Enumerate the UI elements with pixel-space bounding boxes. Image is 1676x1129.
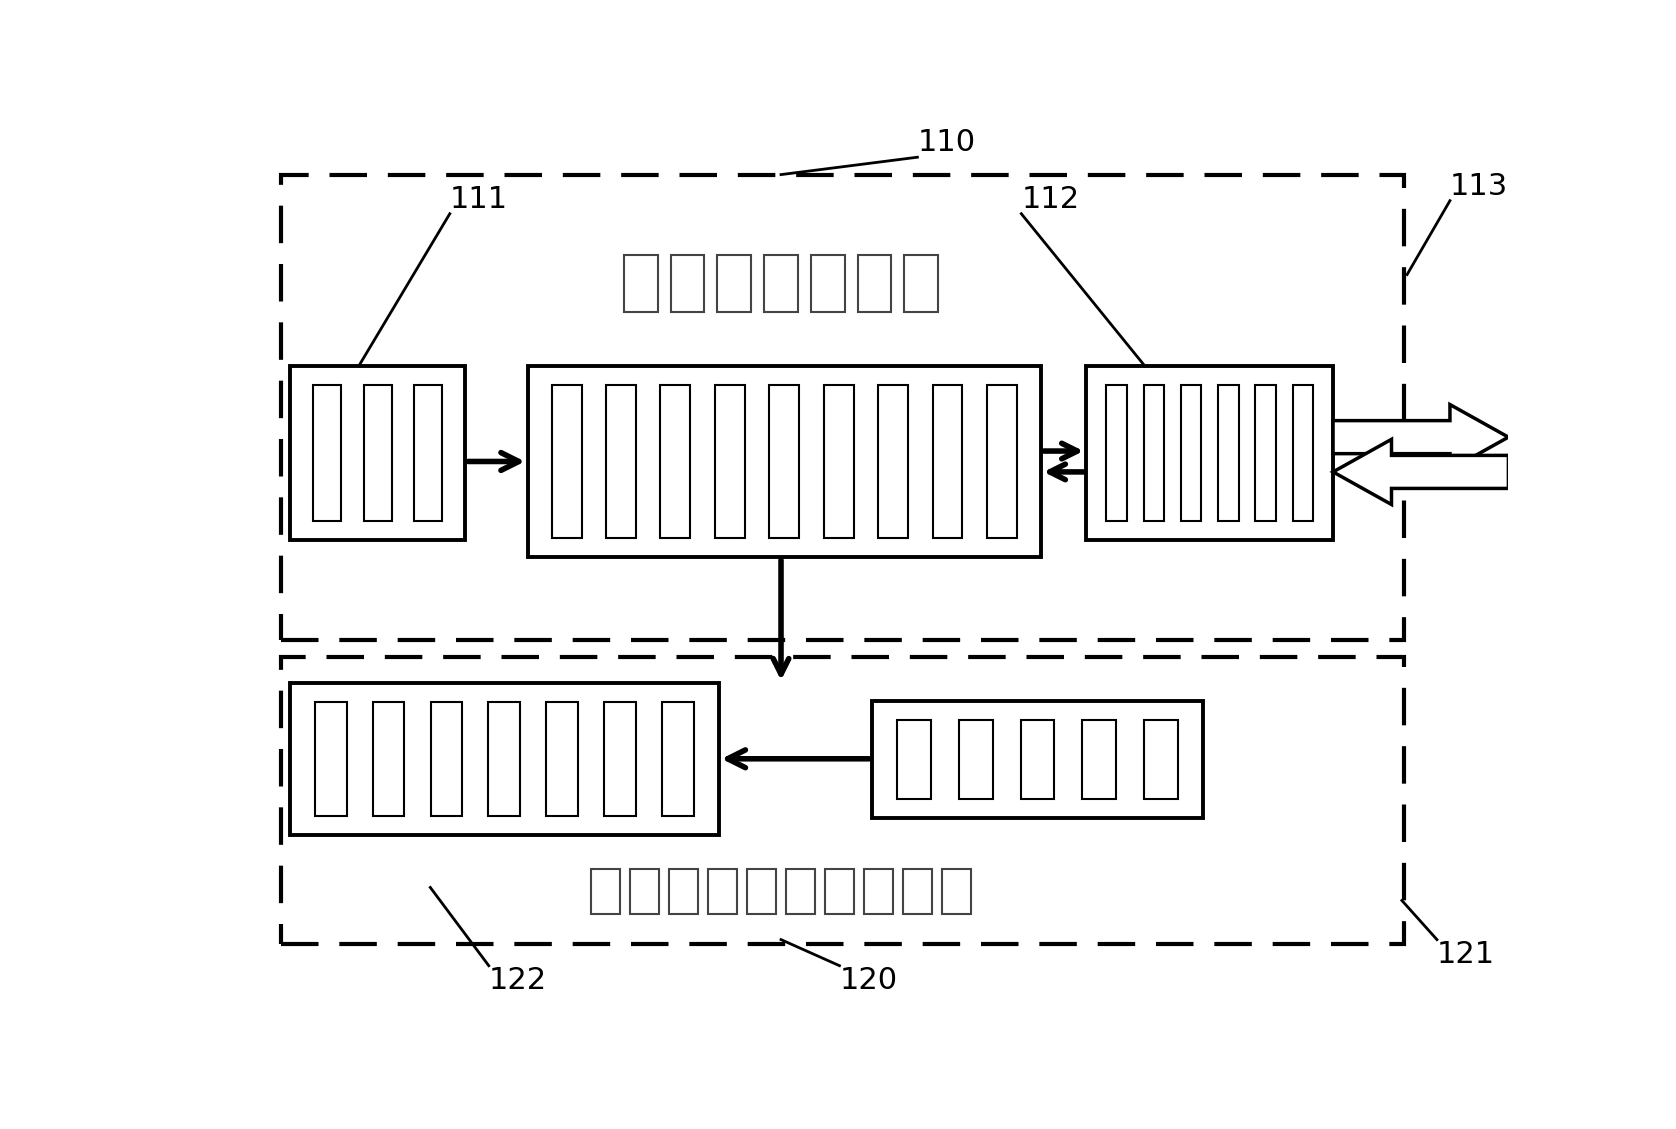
Bar [364, 385, 392, 520]
Bar [942, 869, 970, 914]
Text: 121: 121 [1436, 939, 1495, 969]
Bar [372, 702, 404, 816]
Text: 122: 122 [489, 965, 546, 995]
Bar [607, 385, 635, 539]
Polygon shape [1332, 404, 1508, 470]
Bar [825, 869, 853, 914]
Text: 112: 112 [1021, 185, 1079, 213]
Bar [786, 869, 815, 914]
Bar [865, 869, 893, 914]
Bar [987, 385, 1017, 539]
Bar [1255, 385, 1275, 520]
Bar [605, 702, 637, 816]
Bar [546, 702, 578, 816]
Bar [1021, 719, 1054, 799]
Text: 113: 113 [1450, 172, 1508, 201]
Bar [282, 175, 1404, 640]
Bar [623, 255, 657, 312]
Bar [313, 385, 340, 520]
Bar [660, 385, 691, 539]
Bar [282, 657, 1404, 944]
Bar [528, 366, 1041, 557]
Bar [1143, 385, 1165, 520]
Bar [903, 869, 932, 914]
Bar [1106, 385, 1126, 520]
Bar [716, 385, 744, 539]
Bar [290, 683, 719, 835]
Bar [823, 385, 853, 539]
Bar [1182, 385, 1202, 520]
Bar [414, 385, 442, 520]
Bar [709, 869, 737, 914]
Bar [872, 700, 1203, 817]
Bar [717, 255, 751, 312]
Bar [858, 255, 892, 312]
Bar [670, 255, 704, 312]
Bar [1083, 719, 1116, 799]
Bar [747, 869, 776, 914]
Bar [290, 366, 466, 540]
Bar [764, 255, 798, 312]
Bar [431, 702, 463, 816]
Polygon shape [1332, 439, 1508, 505]
Bar [630, 869, 659, 914]
Bar [1292, 385, 1312, 520]
Bar [592, 869, 620, 914]
Bar [897, 719, 932, 799]
Bar [315, 702, 347, 816]
Bar [932, 385, 962, 539]
Bar [878, 385, 908, 539]
Bar [905, 255, 939, 312]
Bar [959, 719, 992, 799]
Bar [769, 385, 799, 539]
Bar [669, 869, 697, 914]
Bar [488, 702, 520, 816]
Bar [1086, 366, 1332, 540]
Bar [662, 702, 694, 816]
Bar [1218, 385, 1239, 520]
Bar [811, 255, 845, 312]
Text: 120: 120 [840, 965, 898, 995]
Text: 111: 111 [449, 185, 508, 213]
Bar [551, 385, 582, 539]
Text: 110: 110 [917, 129, 975, 157]
Bar [1143, 719, 1178, 799]
